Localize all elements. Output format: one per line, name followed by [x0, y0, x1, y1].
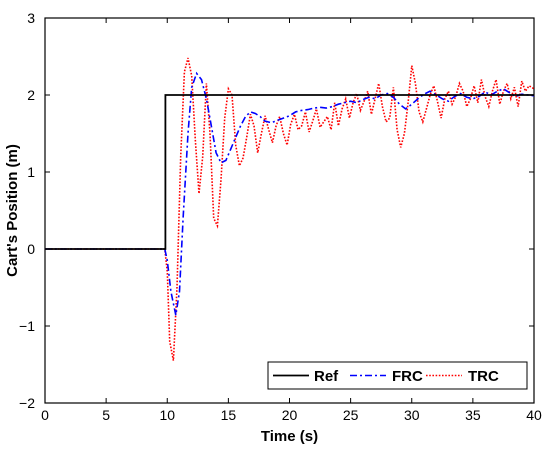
x-tick-label: 10 [159, 407, 175, 423]
x-tick-label: 0 [41, 407, 49, 423]
x-tick-label: 5 [102, 407, 110, 423]
x-tick-label: 40 [526, 407, 542, 423]
y-tick-label: 3 [27, 10, 35, 26]
legend-label-frc: FRC [392, 368, 423, 385]
x-tick-label: 30 [404, 407, 420, 423]
x-tick-label: 35 [465, 407, 481, 423]
y-tick-label: −1 [19, 318, 35, 334]
y-tick-label: 0 [27, 241, 35, 257]
x-tick-label: 20 [282, 407, 298, 423]
legend-label-trc: TRC [468, 368, 499, 385]
series-frc-line [45, 71, 535, 316]
x-tick-label: 25 [343, 407, 359, 423]
series-trc-line [45, 57, 535, 361]
y-tick-label: 1 [27, 164, 35, 180]
y-axis-label: Cart's Position (m) [4, 144, 21, 277]
y-tick-label: −2 [19, 395, 35, 411]
series-ref-line [45, 94, 534, 250]
x-tick-label: 15 [221, 407, 237, 423]
x-axis-ticks: 0 5 10 15 20 25 30 35 40 [41, 18, 542, 423]
x-axis-label: Time (s) [261, 428, 318, 445]
plot-area [44, 17, 535, 404]
y-tick-label: 2 [27, 87, 35, 103]
legend-label-ref: Ref [314, 368, 339, 385]
legend-box [267, 361, 528, 390]
series-layer [45, 57, 535, 361]
legend: Ref FRC TRC [267, 361, 528, 390]
